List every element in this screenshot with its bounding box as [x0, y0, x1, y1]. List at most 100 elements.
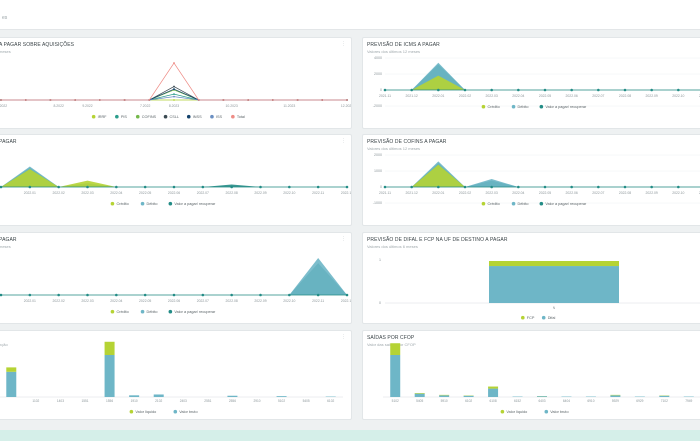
legend-item[interactable]: Crédito — [110, 201, 129, 206]
legend-item[interactable]: IRRF — [91, 114, 107, 119]
x-tick-label: 2022.03 — [486, 94, 498, 98]
x-tick-label: 2022.10 — [672, 94, 684, 98]
legend-item[interactable]: Difal — [541, 315, 556, 320]
legend-item[interactable]: Valor a pagar/ recuperar — [168, 309, 216, 314]
bar-valor-liquido — [104, 341, 115, 355]
legend-item[interactable]: Valor a pagar/ recuperar — [539, 104, 587, 109]
data-point — [173, 62, 175, 64]
x-tick-label: 6102 — [327, 399, 334, 403]
panel-chart: 5102 5405 5910 6102 6108 6152 6403 6404 6910 5929… — [383, 343, 700, 414]
legend-item[interactable]: FCP — [521, 315, 535, 320]
data-point — [437, 185, 440, 189]
data-point — [271, 99, 274, 101]
legend-item[interactable]: INSS — [186, 114, 202, 119]
y-tick-label: 1000 — [374, 169, 382, 173]
data-point — [383, 185, 387, 189]
legend-item[interactable]: Valor bruto — [173, 409, 198, 414]
legend-item[interactable]: Crédito — [110, 309, 129, 314]
y-tick-label: 0 — [379, 301, 381, 305]
panel-title: PAGAR — [0, 237, 17, 243]
panel-subtitle: Valores dos últimos 12 meses — [367, 49, 421, 54]
data-point — [230, 185, 233, 189]
legend-marker — [110, 201, 115, 206]
x-tick-label: 2022.10 — [672, 191, 684, 195]
legend-label: Crédito — [116, 310, 128, 314]
data-point — [623, 88, 627, 92]
bar-valor-bruto — [390, 355, 401, 397]
legend-item[interactable]: Valor líquido — [129, 409, 157, 414]
breadcrumb: es — [2, 15, 8, 21]
legend-item[interactable]: COFINS — [135, 114, 157, 119]
legend-item[interactable]: ISS — [210, 114, 223, 119]
data-point — [173, 95, 175, 98]
data-point — [410, 185, 413, 189]
data-point — [677, 185, 680, 189]
legend-item[interactable]: Valor a pagar/ recuperar — [168, 201, 216, 206]
bar-valor-bruto — [659, 395, 670, 397]
data-point — [345, 293, 349, 297]
panel-title: SAÍDAS POR CFOP — [367, 335, 415, 341]
x-tick-label: 6108 — [490, 399, 497, 403]
panel-menu-icon[interactable]: ⋮ — [341, 236, 346, 242]
bar-valor-liquido — [488, 386, 499, 389]
legend-marker — [168, 201, 173, 206]
bar-valor-bruto — [537, 396, 547, 397]
area-d-bito — [1, 258, 347, 295]
data-point — [0, 185, 3, 189]
panel-title: PAGAR — [0, 139, 17, 145]
x-tick-label: 1102 — [32, 399, 39, 403]
legend-label: PIS — [121, 115, 128, 119]
bar-valor-liquido — [6, 367, 17, 372]
legend-item[interactable]: Débito — [140, 201, 158, 206]
x-tick-label: 2022.05 — [539, 94, 551, 98]
bar-valor-bruto — [6, 371, 17, 397]
data-point — [0, 99, 2, 101]
x-tick-label: 2022.06 — [566, 191, 578, 195]
x-tick-label: 2022.05 — [139, 191, 151, 195]
x-tick-label: 2022.09 — [646, 94, 658, 98]
panel-p3: PAGAR ⋮ 2022.01 2022.02 2022.03 2022.04 2022.0… — [0, 134, 352, 226]
panel-subtitle: meses — [0, 49, 11, 54]
data-point — [173, 93, 175, 96]
bar-fcp — [489, 261, 619, 267]
legend-label: Débito — [518, 105, 529, 109]
data-point — [98, 99, 101, 101]
bar-valor-liquido — [414, 393, 425, 394]
x-tick-label: 2551 — [204, 399, 211, 403]
legend-item[interactable]: Valor bruto — [544, 409, 569, 414]
legend-label: Crédito — [116, 202, 128, 206]
x-tick-label: 2022.10 — [283, 299, 295, 303]
x-tick-label: 6403 — [538, 399, 545, 403]
legend-item[interactable]: Débito — [511, 104, 529, 109]
legend-item[interactable]: Débito — [140, 309, 158, 314]
x-tick-label: 1910 — [131, 399, 138, 403]
x-tick-label: 2102 — [155, 399, 162, 403]
x-tick-label: 2022.01 — [432, 191, 444, 195]
x-tick-label: 5929 — [612, 399, 619, 403]
data-point — [123, 99, 126, 101]
x-tick-label: 2022.12 — [341, 191, 352, 195]
legend-label: CSLL — [170, 115, 180, 119]
x-tick-label: 6152 — [514, 399, 521, 403]
y-tick-label: 0 — [380, 185, 382, 189]
legend-item[interactable]: PIS — [115, 114, 128, 119]
legend-item[interactable]: CSLL — [163, 114, 180, 119]
data-point — [57, 185, 60, 189]
x-tick-label: 6404 — [563, 399, 570, 403]
panel-menu-icon[interactable]: ⋮ — [341, 41, 346, 47]
panel-menu-icon[interactable]: ⋮ — [341, 334, 346, 340]
legend-item[interactable]: Crédito — [481, 201, 500, 206]
legend-item[interactable]: Total — [231, 114, 245, 119]
legend-item[interactable]: Débito — [511, 201, 529, 206]
data-point — [57, 293, 60, 297]
panel-menu-icon[interactable]: ⋮ — [341, 138, 346, 144]
x-tick-label: 2022.03 — [486, 191, 498, 195]
legend-item[interactable]: Valor a pagar/ recuperar — [539, 201, 587, 206]
x-tick-label: 5102 — [392, 399, 399, 403]
legend-item[interactable]: Valor líquido — [500, 409, 528, 414]
x-tick-label: 2022.06 — [168, 191, 180, 195]
data-point — [148, 99, 151, 101]
legend-item[interactable]: Crédito — [481, 104, 500, 109]
x-tick-label: 2022.11 — [312, 299, 324, 303]
x-tick-label: 8.2023 — [169, 104, 179, 108]
